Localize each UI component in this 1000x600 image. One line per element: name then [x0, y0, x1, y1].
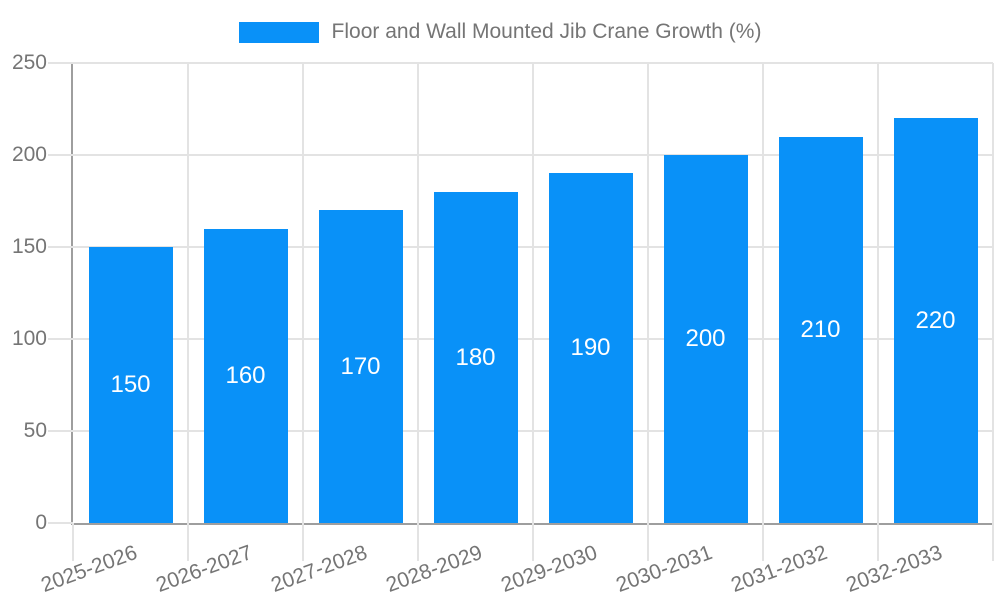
v-gridline [302, 63, 304, 523]
y-axis-tick-label: 150 [11, 235, 47, 258]
bar-value-label: 150 [110, 371, 151, 398]
legend-swatch [238, 21, 319, 43]
x-axis-tick-label: 2031-2032 [728, 541, 831, 597]
x-axis-tick-label: 2025-2026 [38, 541, 141, 597]
y-tick-mark [48, 246, 73, 248]
bar-value-label: 220 [915, 306, 956, 334]
v-gridline [762, 63, 764, 523]
legend: Floor and Wall Mounted Jib Crane Growth … [0, 20, 1000, 44]
v-gridline [647, 63, 649, 523]
y-tick-mark [48, 338, 73, 340]
v-gridline [532, 63, 534, 523]
y-tick-mark [48, 522, 73, 524]
y-axis-tick-label: 250 [11, 51, 47, 74]
bar-value-label: 200 [685, 325, 726, 352]
bar-value-label: 170 [340, 352, 381, 380]
y-tick-mark [48, 430, 73, 432]
y-tick-mark [48, 62, 73, 64]
bar-value-label: 160 [225, 362, 266, 389]
bar: 180 [433, 192, 518, 523]
v-gridline [992, 63, 994, 523]
x-axis-tick-label: 2029-2030 [498, 541, 601, 597]
v-gridline [187, 63, 189, 523]
bar-value-label: 180 [455, 343, 496, 371]
legend-label: Floor and Wall Mounted Jib Crane Growth … [331, 20, 762, 43]
x-tick-mark [187, 523, 189, 561]
y-axis-tick-label: 50 [23, 419, 47, 442]
bar: 160 [203, 229, 288, 523]
bar: 220 [893, 118, 978, 523]
x-axis-tick-label: 2027-2028 [268, 541, 371, 597]
x-axis-tick-label: 2030-2031 [613, 541, 716, 597]
y-axis-tick-label: 200 [11, 143, 47, 166]
x-tick-mark [302, 523, 304, 561]
x-tick-mark [647, 523, 649, 561]
x-tick-mark [762, 523, 764, 561]
x-tick-mark [417, 523, 419, 561]
v-gridline [417, 63, 419, 523]
y-axis-line [71, 63, 73, 525]
x-axis-tick-label: 2026-2027 [153, 541, 256, 597]
x-tick-mark [532, 523, 534, 561]
x-axis-tick-label: 2032-2033 [843, 541, 946, 597]
plot-area: 0 50 100 150 200 250 150 160 170 180 190 200 210 220 2… [12, 51, 994, 597]
bar-value-label: 210 [800, 316, 841, 343]
bar: 170 [318, 210, 403, 523]
bar-value-label: 190 [570, 334, 611, 361]
bar: 200 [663, 155, 748, 523]
legend-item[interactable]: Floor and Wall Mounted Jib Crane Growth … [238, 20, 762, 44]
v-gridline [877, 63, 879, 523]
x-tick-mark [992, 523, 994, 561]
x-tick-mark [877, 523, 879, 561]
y-tick-mark [48, 154, 73, 156]
bar: 190 [548, 173, 633, 523]
bar: 150 [88, 247, 173, 523]
bar: 210 [778, 137, 863, 523]
x-tick-mark [72, 523, 74, 561]
y-axis-tick-label: 0 [35, 511, 47, 534]
y-axis-tick-label: 100 [11, 327, 47, 350]
x-axis-tick-label: 2028-2029 [383, 541, 486, 597]
